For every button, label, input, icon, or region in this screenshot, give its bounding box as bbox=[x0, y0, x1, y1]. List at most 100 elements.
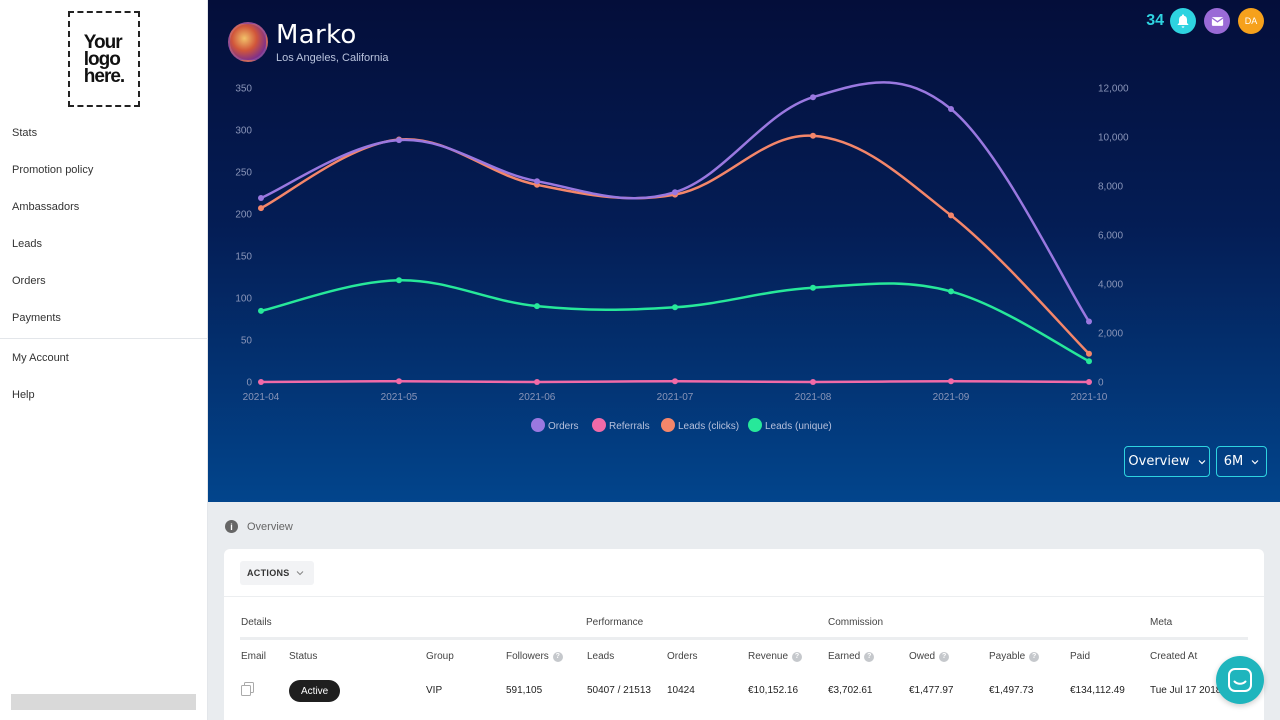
view-dropdown[interactable]: Overview bbox=[1124, 446, 1210, 477]
data-point-orders bbox=[1086, 318, 1092, 325]
data-point-orders bbox=[672, 189, 678, 196]
range-dropdown-label: 6M bbox=[1223, 454, 1244, 469]
x-tick-label: 2021-08 bbox=[795, 392, 832, 403]
profile-name: Marko bbox=[276, 20, 357, 50]
y-left-tick-label: 0 bbox=[246, 378, 252, 389]
data-point-leads-unique bbox=[1086, 358, 1092, 365]
data-point-referrals bbox=[810, 379, 816, 385]
data-point-orders bbox=[258, 195, 264, 201]
group-underline bbox=[240, 637, 1248, 640]
column-earned[interactable]: Earned? bbox=[828, 651, 875, 662]
sidebar-divider bbox=[0, 338, 207, 339]
bell-icon bbox=[1177, 14, 1189, 28]
legend-marker-referrals bbox=[592, 418, 606, 432]
legend-label-leads-clicks: Leads (clicks) bbox=[678, 421, 739, 432]
overview-card: ACTIONS Details Performance Commission M… bbox=[224, 549, 1264, 720]
column-leads[interactable]: Leads bbox=[587, 651, 614, 662]
column-owed[interactable]: Owed? bbox=[909, 651, 950, 662]
column-payable-label: Payable bbox=[989, 651, 1026, 662]
column-email-label: Email bbox=[241, 651, 267, 662]
legend-label-leads-unique: Leads (unique) bbox=[765, 421, 832, 432]
sidebar-item-my-account[interactable]: My Account bbox=[12, 352, 69, 364]
column-email[interactable]: Email bbox=[241, 651, 266, 662]
help-icon[interactable]: ? bbox=[864, 651, 875, 662]
chat-icon bbox=[1228, 668, 1252, 692]
help-icon[interactable]: ? bbox=[939, 651, 950, 662]
user-menu-avatar[interactable]: DA bbox=[1238, 8, 1264, 34]
help-icon[interactable]: ? bbox=[1029, 651, 1040, 662]
y-left-tick-label: 150 bbox=[235, 252, 252, 263]
sidebar-item-promotion-policy[interactable]: Promotion policy bbox=[12, 164, 94, 176]
info-icon: i bbox=[225, 520, 238, 533]
data-point-referrals bbox=[258, 379, 264, 385]
data-point-leads-clicks bbox=[1086, 350, 1092, 357]
logo-placeholder[interactable]: Your logo here. bbox=[68, 11, 140, 107]
notifications-button[interactable] bbox=[1170, 8, 1196, 34]
x-tick-label: 2021-05 bbox=[381, 392, 418, 403]
notification-count: 34 bbox=[1146, 12, 1164, 29]
overview-title: Overview bbox=[247, 520, 293, 533]
cell-paid: €134,112.49 bbox=[1070, 685, 1125, 696]
sidebar-item-stats[interactable]: Stats bbox=[12, 127, 38, 139]
data-point-referrals bbox=[948, 378, 954, 385]
logo-text: Your logo here. bbox=[83, 31, 125, 87]
column-owed-label: Owed bbox=[909, 651, 936, 662]
help-icon[interactable]: ? bbox=[552, 651, 563, 662]
sidebar-item-leads[interactable]: Leads bbox=[12, 238, 42, 250]
overview-section: i Overview ACTIONS Details Performance C… bbox=[208, 502, 1280, 720]
group-meta: Meta bbox=[1150, 617, 1173, 628]
data-point-referrals bbox=[396, 378, 402, 385]
x-tick-label: 2021-10 bbox=[1071, 392, 1108, 403]
data-point-leads-unique bbox=[948, 288, 954, 295]
column-group[interactable]: Group bbox=[426, 651, 454, 662]
column-payable[interactable]: Payable? bbox=[989, 651, 1040, 662]
legend-marker-orders bbox=[531, 418, 545, 432]
data-point-leads-unique bbox=[396, 277, 402, 284]
data-point-referrals bbox=[534, 379, 540, 385]
chat-launcher-button[interactable] bbox=[1216, 656, 1264, 704]
column-followers[interactable]: Followers? bbox=[506, 651, 563, 662]
column-leads-label: Leads bbox=[587, 651, 615, 662]
sidebar-footer-bar bbox=[11, 694, 196, 710]
column-earned-label: Earned bbox=[828, 651, 861, 662]
series-line-leads-unique bbox=[260, 279, 1090, 363]
cell-owed: €1,477.97 bbox=[909, 685, 954, 696]
column-orders-label: Orders bbox=[667, 651, 698, 662]
legend-label-referrals: Referrals bbox=[609, 421, 650, 432]
sidebar-item-help[interactable]: Help bbox=[12, 389, 35, 401]
column-paid[interactable]: Paid bbox=[1070, 651, 1090, 662]
actions-dropdown[interactable]: ACTIONS bbox=[240, 561, 314, 585]
range-dropdown[interactable]: 6M bbox=[1216, 446, 1267, 477]
sidebar-item-payments[interactable]: Payments bbox=[12, 312, 61, 324]
cell-group: VIP bbox=[426, 685, 443, 696]
cell-payable: €1,497.73 bbox=[989, 685, 1034, 696]
y-right-tick-label: 4,000 bbox=[1098, 280, 1123, 291]
legend-label-orders: Orders bbox=[548, 421, 579, 432]
data-point-orders bbox=[396, 137, 402, 144]
column-created-at[interactable]: Created At bbox=[1150, 651, 1197, 662]
help-icon[interactable]: ? bbox=[792, 651, 803, 662]
performance-chart: 0 50 100 150 200 250 300 350 0 2,000 4,000 6,000 8,0… bbox=[235, 81, 1129, 432]
sidebar-item-orders[interactable]: Orders bbox=[12, 275, 46, 287]
cell-leads: 50407 / 21513 bbox=[587, 685, 651, 696]
data-point-leads-unique bbox=[672, 304, 678, 311]
messages-button[interactable] bbox=[1204, 8, 1230, 34]
y-left-tick-label: 200 bbox=[235, 210, 252, 221]
column-revenue[interactable]: Revenue? bbox=[748, 651, 803, 662]
column-status[interactable]: Status bbox=[289, 651, 317, 662]
y-left-tick-label: 350 bbox=[235, 84, 252, 95]
data-point-leads-clicks bbox=[810, 132, 816, 139]
y-left-tick-label: 300 bbox=[235, 126, 252, 137]
sidebar: Your logo here. Stats Promotion policy A… bbox=[0, 0, 208, 720]
y-right-tick-label: 2,000 bbox=[1098, 329, 1123, 340]
copy-icon[interactable] bbox=[241, 682, 254, 696]
y-right-tick-label: 8,000 bbox=[1098, 182, 1123, 193]
cell-created-at: Tue Jul 17 2018 bbox=[1150, 685, 1222, 696]
chevron-down-icon bbox=[296, 571, 303, 576]
column-group-label: Group bbox=[426, 651, 454, 662]
group-commission: Commission bbox=[828, 617, 884, 628]
column-orders[interactable]: Orders bbox=[667, 651, 698, 662]
sidebar-item-ambassadors[interactable]: Ambassadors bbox=[12, 201, 80, 213]
y-right-tick-label: 6,000 bbox=[1098, 231, 1123, 242]
status-badge: Active bbox=[289, 680, 341, 702]
